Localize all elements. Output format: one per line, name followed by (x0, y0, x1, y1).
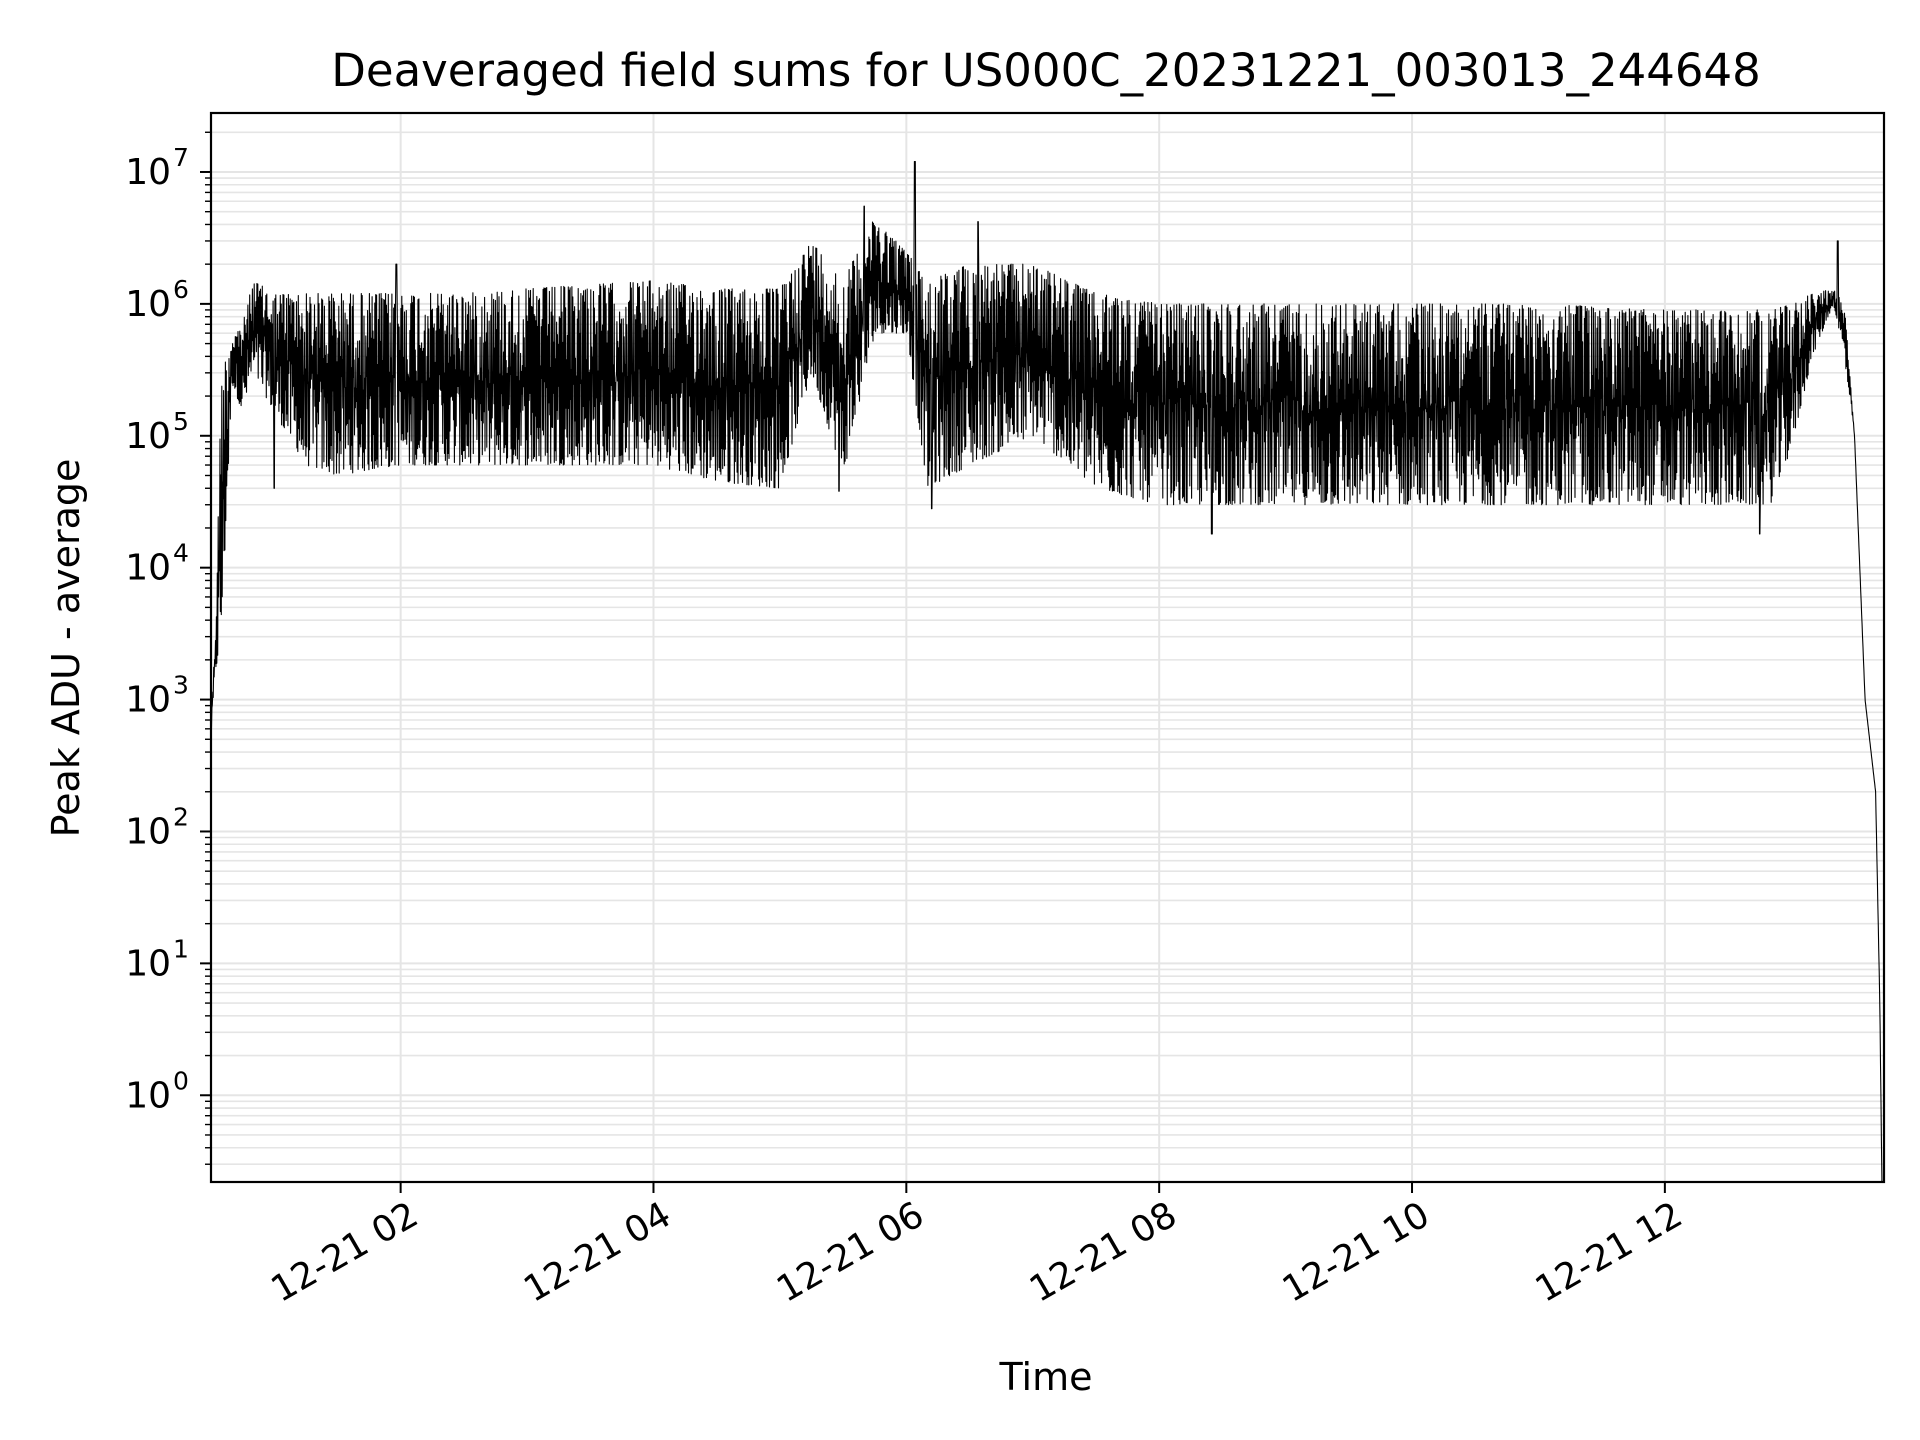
y-tick-label: 10 (125, 943, 171, 984)
y-axis-label: Peak ADU - average (44, 459, 88, 838)
x-axis-label: Time (999, 1355, 1093, 1399)
y-tick-label: 10 (125, 284, 171, 325)
y-tick-exponent: 7 (173, 143, 189, 172)
grid-lines (211, 113, 1884, 1182)
series-line (210, 160, 1883, 1182)
y-tick-exponent: 6 (173, 275, 189, 304)
chart-title: Deaveraged field sums for US000C_2023122… (331, 44, 1760, 97)
y-tick-label: 10 (125, 548, 171, 589)
y-tick-label: 10 (125, 416, 171, 457)
y-tick-label: 10 (125, 1075, 171, 1116)
y-tick-exponent: 4 (173, 539, 189, 568)
y-tick-label: 10 (125, 680, 171, 721)
y-tick-exponent: 0 (173, 1066, 189, 1095)
plot-frame (209, 111, 1886, 1184)
y-tick-exponent: 1 (173, 934, 189, 963)
y-tick-label: 10 (125, 811, 171, 852)
y-tick-exponent: 5 (173, 407, 189, 436)
y-tick-label: 10 (125, 152, 171, 193)
y-tick-exponent: 3 (173, 671, 189, 700)
y-tick-exponent: 2 (173, 802, 189, 831)
data-line (210, 160, 1883, 1182)
